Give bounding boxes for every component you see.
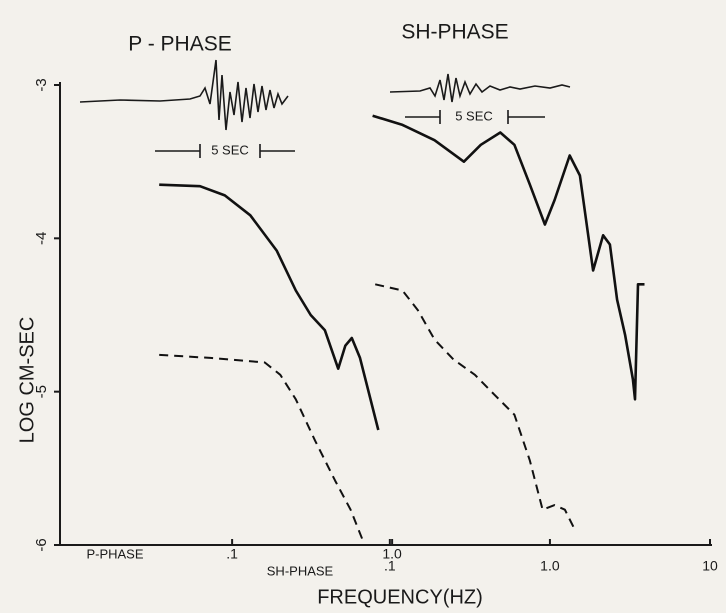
x-tick-label: 10	[702, 558, 718, 574]
scale-label: 5 SEC	[455, 108, 493, 123]
spectrum-line	[159, 183, 380, 431]
sh-seismogram	[389, 73, 571, 103]
y-tick-label: -3	[33, 78, 50, 91]
y-axis-label: LOG CM-SEC	[16, 317, 38, 444]
p-scale-bar	[155, 144, 295, 158]
y-tick-label: -5	[33, 385, 50, 398]
x-tick-label: .1	[384, 558, 396, 574]
y-tick-label: -4	[33, 232, 50, 245]
panel-title: P - PHASE	[128, 33, 231, 56]
spectrum-line	[372, 114, 645, 401]
axis-name: P-PHASE	[86, 546, 143, 561]
scale-label: 5 SEC	[211, 142, 249, 157]
x-tick-label: 1.0	[540, 558, 560, 574]
spectrum-line	[159, 353, 364, 540]
y-tick-label: -6	[33, 538, 50, 551]
x-tick-label: 1.0	[382, 546, 402, 562]
spectrum-line	[374, 283, 576, 531]
panel-title: SH-PHASE	[401, 21, 508, 44]
x-axis-label: FREQUENCY(HZ)	[317, 586, 483, 608]
x-tick-label: .1	[226, 546, 238, 562]
axis-name: SH-PHASE	[267, 563, 334, 578]
p-seismogram	[79, 59, 289, 131]
sh-scale-bar	[405, 110, 545, 124]
